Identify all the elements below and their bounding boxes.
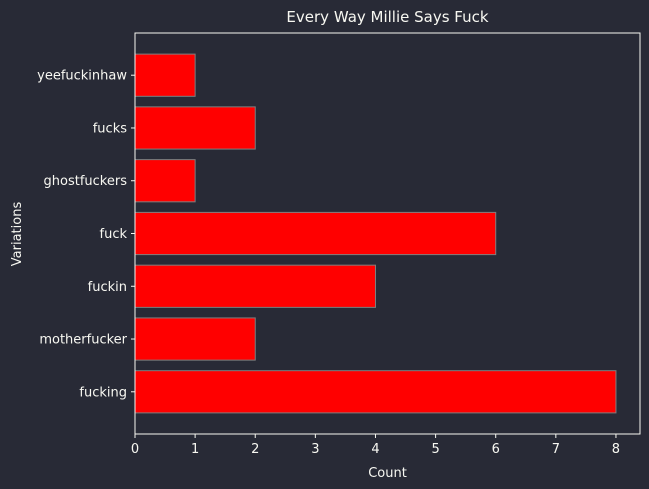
chart-title: Every Way Millie Says Fuck — [286, 8, 488, 26]
y-tick-label: fucks — [93, 121, 127, 136]
y-tick-label: motherfucker — [39, 333, 127, 348]
y-tick-label: fuck — [100, 227, 128, 242]
bars-group — [134, 53, 617, 414]
y-tick-label: fuckin — [88, 280, 127, 295]
y-tick-label: ghostfuckers — [44, 174, 128, 189]
x-tick-label: 4 — [371, 442, 379, 457]
x-tick-label: 2 — [251, 442, 259, 457]
y-tick-label: fucking — [79, 385, 127, 400]
x-tick-label: 7 — [552, 442, 560, 457]
x-tick-label: 3 — [311, 442, 319, 457]
bar-fuckin — [134, 264, 376, 308]
x-tick-label: 6 — [492, 442, 500, 457]
x-tick-label: 0 — [131, 442, 139, 457]
bar-fucking — [134, 370, 617, 414]
x-tick-label: 8 — [612, 442, 620, 457]
y-tick-label: yeefuckinhaw — [37, 69, 127, 84]
ticks-group: fucking motherfucker fuckin fuck ghostfucker… — [37, 69, 620, 457]
x-tick-label: 1 — [191, 442, 199, 457]
bar-ghostfuckers — [134, 159, 196, 203]
bar-fucks — [134, 106, 256, 150]
bar-motherfucker — [134, 317, 256, 361]
y-axis-label: Variations — [10, 202, 25, 267]
bar-yeefuckinhaw — [134, 53, 196, 97]
bar-fuck — [134, 211, 497, 256]
x-axis-label: Count — [368, 466, 407, 481]
x-tick-label: 5 — [431, 442, 439, 457]
